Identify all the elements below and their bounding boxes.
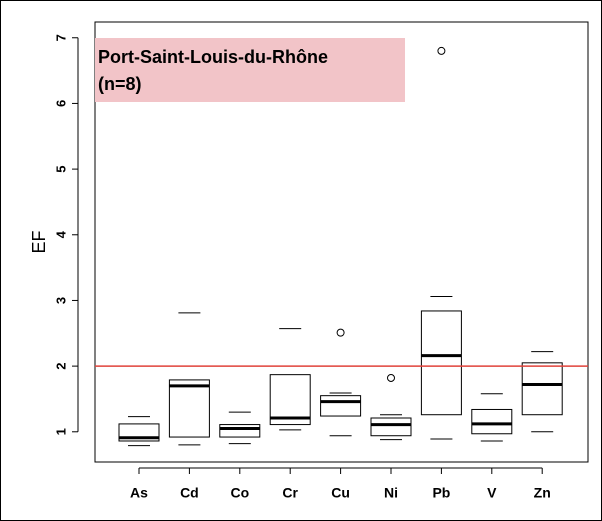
x-tick-label: Cu [331, 485, 350, 501]
x-tick-label: Cd [180, 485, 199, 501]
box [370, 417, 412, 437]
box [269, 374, 311, 426]
outlier [387, 373, 395, 382]
box [420, 310, 462, 416]
outlier [336, 328, 345, 337]
box [118, 423, 160, 442]
y-axis-label: EF [29, 230, 49, 253]
box [219, 424, 261, 438]
y-tick-label: 2 [53, 363, 68, 370]
annotation-text: Port-Saint-Louis-du-Rhône [98, 47, 328, 67]
box [521, 362, 563, 416]
y-tick-label: 1 [53, 428, 68, 435]
y-tick-label: 7 [53, 34, 68, 41]
y-tick-label: 3 [53, 297, 68, 304]
x-tick-label: Cr [282, 485, 298, 501]
annotation-text: (n=8) [98, 74, 142, 94]
box [168, 379, 210, 438]
plot-frame [94, 21, 589, 463]
y-tick-label: 5 [53, 165, 68, 172]
x-tick-label: Pb [432, 485, 450, 501]
x-tick-label: Ni [384, 485, 398, 501]
x-tick-label: Zn [534, 485, 551, 501]
x-tick-label: V [487, 485, 497, 501]
x-tick-label: Co [230, 485, 249, 501]
y-tick-label: 4 [53, 230, 68, 238]
annotation-box [95, 38, 405, 102]
box [320, 395, 362, 417]
y-tick-label: 6 [53, 100, 68, 107]
outlier [437, 46, 446, 55]
x-tick-label: As [130, 485, 148, 501]
box [471, 408, 513, 435]
